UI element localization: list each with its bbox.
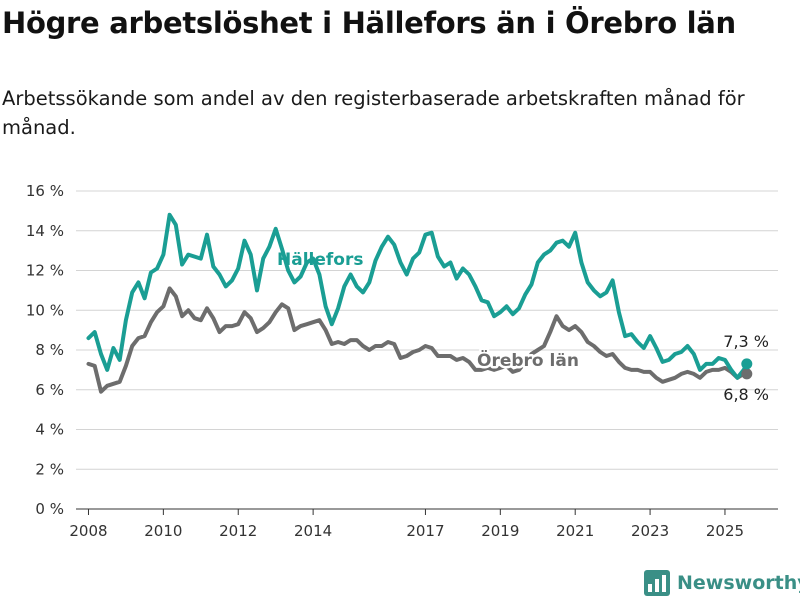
y-tick-label: 6 % bbox=[35, 381, 64, 399]
x-tick-label: 2017 bbox=[406, 522, 444, 540]
series-line-hallefors bbox=[86, 212, 749, 380]
y-tick-label: 16 % bbox=[26, 182, 64, 200]
x-tick-label: 2023 bbox=[631, 522, 669, 540]
y-tick-label: 0 % bbox=[35, 500, 64, 518]
newsworthy-brand: Newsworthy bbox=[644, 570, 800, 596]
bar-chart-logo-icon bbox=[644, 570, 670, 596]
series-label-hallefors: Hällefors bbox=[277, 250, 363, 270]
x-tick-label: 2012 bbox=[219, 522, 257, 540]
y-tick-label: 10 % bbox=[26, 301, 64, 319]
series-label-orebro: Örebro län bbox=[477, 349, 579, 371]
chart-subtitle: Arbetssökande som andel av den registerb… bbox=[2, 87, 745, 139]
axis-layer: 0 % 2 % 4 % 6 % 8 % 10 % 12 % 14 % 16 % 2008 2010 2… bbox=[26, 182, 744, 540]
chart-title: Högre arbetslöshet i Hällefors än i Öreb… bbox=[2, 6, 736, 40]
grid-layer bbox=[76, 190, 778, 510]
brand-name: Newsworthy bbox=[677, 572, 800, 594]
x-tick-label: 2025 bbox=[706, 522, 744, 540]
end-value-label-orebro: 6,8 % bbox=[723, 385, 769, 404]
y-tick-label: 14 % bbox=[26, 222, 64, 240]
x-tick-label: 2008 bbox=[69, 522, 107, 540]
x-tick-label: 2019 bbox=[481, 522, 519, 540]
y-tick-label: 8 % bbox=[35, 341, 64, 359]
end-value-label-hallefors: 7,3 % bbox=[723, 332, 769, 351]
y-tick-label: 2 % bbox=[35, 460, 64, 478]
series-line-orebro bbox=[86, 286, 749, 394]
y-tick-label: 12 % bbox=[26, 262, 64, 280]
x-tick-label: 2014 bbox=[294, 522, 332, 540]
x-tick-label: 2021 bbox=[556, 522, 594, 540]
y-tick-label: 4 % bbox=[35, 421, 64, 439]
series-layer bbox=[86, 212, 753, 394]
series-end-dot-orebro bbox=[741, 368, 753, 380]
x-tick-label: 2010 bbox=[144, 522, 182, 540]
series-end-dot-hallefors bbox=[741, 358, 753, 370]
label-layer: Hällefors Örebro län 7,3 % 6,8 % bbox=[277, 250, 769, 404]
